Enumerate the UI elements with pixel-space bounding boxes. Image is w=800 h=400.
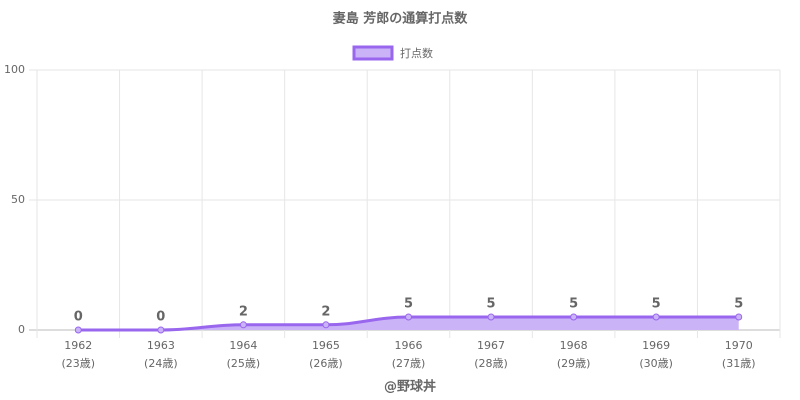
legend-swatch	[352, 45, 394, 61]
x-tick-sublabel: (25歳)	[227, 357, 261, 370]
x-tick-label: 1965	[312, 339, 340, 352]
value-label: 2	[239, 304, 248, 319]
point	[322, 321, 330, 329]
x-tick-label: 1967	[477, 339, 505, 352]
value-label: 2	[321, 304, 330, 319]
x-tick-label: 1970	[725, 339, 753, 352]
x-tick-label: 1966	[395, 339, 423, 352]
point	[405, 313, 412, 321]
x-tick-sublabel: (24歳)	[144, 357, 178, 370]
legend-label: 打点数	[400, 46, 433, 60]
value-label: 5	[569, 297, 578, 312]
value-label: 5	[652, 297, 661, 312]
point	[157, 326, 165, 334]
x-tick-label: 1968	[560, 339, 588, 352]
x-tick-label: 1969	[642, 339, 670, 352]
x-tick-sublabel: (28歳)	[474, 357, 508, 370]
value-label: 5	[734, 297, 743, 312]
x-tick-sublabel: (27歳)	[392, 357, 426, 370]
point	[487, 313, 495, 321]
value-label: 0	[156, 310, 165, 325]
x-tick-sublabel: (29歳)	[557, 357, 591, 370]
x-tick-label: 1962	[64, 339, 92, 352]
x-tick-sublabel: (26歳)	[309, 357, 343, 370]
value-label: 5	[487, 297, 496, 312]
point	[570, 313, 578, 321]
point	[74, 326, 82, 334]
footer: @野球丼	[384, 379, 436, 395]
y-tick-label: 100	[4, 63, 25, 76]
y-tick-label: 0	[18, 323, 25, 336]
y-tick-label: 50	[11, 193, 25, 206]
x-tick-sublabel: (23歳)	[61, 357, 95, 370]
point	[239, 321, 247, 329]
value-label: 5	[404, 297, 413, 312]
x-tick-sublabel: (31歳)	[722, 357, 756, 370]
chart-title: 妻島 芳郎の通算打点数	[333, 11, 469, 27]
point	[735, 313, 743, 321]
x-tick-label: 1964	[229, 339, 257, 352]
value-label: 0	[74, 310, 83, 325]
point	[652, 313, 660, 321]
x-tick-sublabel: (30歳)	[639, 357, 673, 370]
x-tick-label: 1963	[147, 339, 175, 352]
